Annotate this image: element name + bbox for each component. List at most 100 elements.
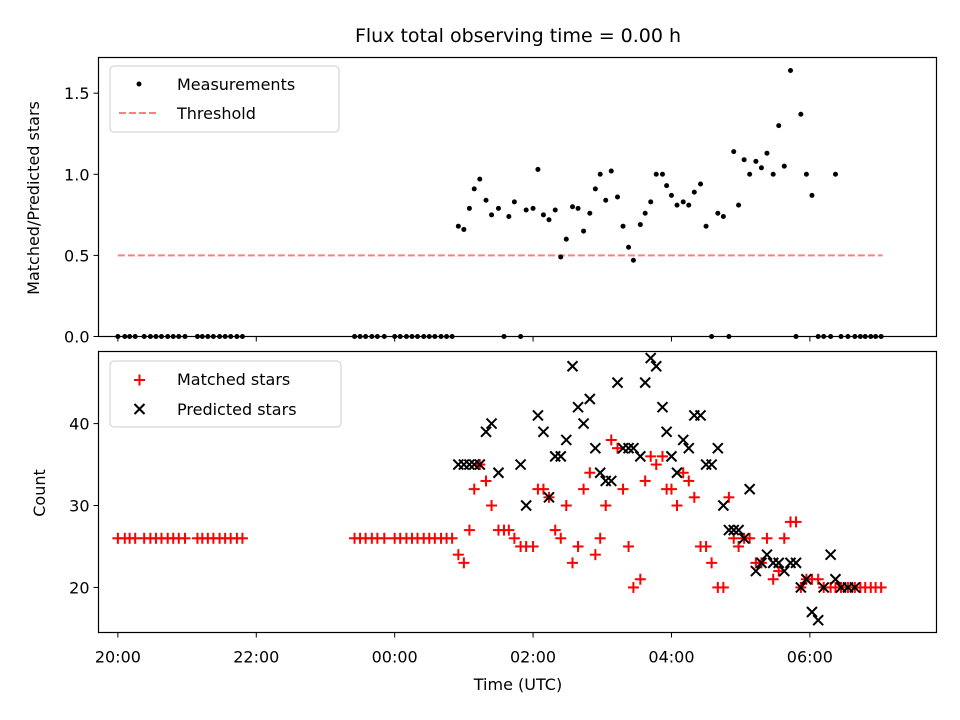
bottom-y-tick-label: 40 bbox=[69, 415, 89, 434]
matched-star-point bbox=[723, 491, 735, 503]
measurement-point bbox=[444, 334, 450, 339]
measurement-point bbox=[668, 192, 674, 198]
predicted-star-point bbox=[806, 606, 818, 618]
measurement-point bbox=[558, 254, 564, 260]
top-y-tick-label: 0.5 bbox=[64, 246, 89, 265]
x-tick-label: 22:00 bbox=[233, 648, 279, 667]
predicted-star-point bbox=[712, 442, 724, 454]
predicted-star-point bbox=[694, 409, 707, 422]
measurement-point bbox=[210, 334, 216, 339]
measurement-point bbox=[637, 222, 643, 228]
measurement-point bbox=[674, 202, 680, 208]
matched-stars-points bbox=[112, 434, 887, 593]
predicted-star-point bbox=[572, 401, 584, 413]
measurement-point bbox=[518, 334, 524, 339]
measurement-point bbox=[489, 212, 495, 218]
measurement-point bbox=[597, 171, 603, 177]
measurement-point bbox=[158, 334, 164, 339]
measurement-point bbox=[691, 189, 697, 195]
measurement-point bbox=[680, 199, 686, 205]
predicted-star-point bbox=[485, 417, 498, 430]
predicted-star-point bbox=[537, 426, 550, 438]
measurement-point bbox=[664, 183, 670, 189]
predicted-star-point bbox=[560, 434, 572, 446]
matched-star-point bbox=[463, 524, 475, 536]
matched-star-point bbox=[508, 532, 520, 544]
matched-star-point bbox=[446, 532, 458, 544]
legend-measurements-marker bbox=[136, 81, 142, 87]
measurement-point bbox=[363, 334, 369, 339]
matched-star-point bbox=[875, 581, 887, 593]
measurement-point bbox=[449, 334, 455, 339]
measurement-point bbox=[575, 205, 581, 211]
measurement-point bbox=[523, 207, 529, 213]
predicted-star-point bbox=[514, 458, 527, 471]
matched-star-point bbox=[611, 442, 623, 454]
predicted-star-point bbox=[634, 450, 647, 463]
matched-star-point bbox=[578, 483, 590, 495]
measurement-point bbox=[461, 226, 467, 232]
measurement-point bbox=[873, 334, 879, 339]
matched-star-point bbox=[468, 483, 480, 495]
measurement-point bbox=[764, 150, 770, 156]
predicted-star-point bbox=[800, 573, 813, 585]
measurement-point bbox=[369, 334, 375, 339]
predicted-star-point bbox=[795, 581, 807, 594]
predicted-star-point bbox=[829, 573, 842, 585]
measurement-point bbox=[357, 334, 363, 339]
matched-star-point bbox=[623, 540, 635, 552]
measurement-point bbox=[642, 210, 648, 216]
measurement-point bbox=[132, 334, 138, 339]
matched-star-point bbox=[600, 500, 612, 512]
matched-star-point bbox=[458, 557, 470, 569]
measurement-point bbox=[530, 205, 536, 211]
bottom-legend-box bbox=[109, 360, 342, 428]
measurement-point bbox=[726, 334, 732, 339]
matched-star-point bbox=[812, 573, 824, 585]
predicted-star-point bbox=[480, 426, 492, 438]
predicted-star-point bbox=[584, 393, 596, 405]
measurement-point bbox=[868, 334, 874, 339]
predicted-star-point bbox=[824, 548, 837, 561]
x-tick-label: 06:00 bbox=[787, 648, 833, 667]
measurement-point bbox=[878, 334, 884, 339]
measurement-point bbox=[182, 334, 188, 339]
bottom-plot-frame bbox=[97, 350, 938, 634]
legend-predicted-marker bbox=[133, 403, 146, 415]
predicted-star-point bbox=[817, 581, 830, 594]
measurement-point bbox=[552, 207, 558, 213]
matched-star-point bbox=[594, 532, 606, 544]
matched-star-point bbox=[639, 475, 651, 487]
measurement-point bbox=[731, 149, 737, 155]
top-legend: Measurements Threshold bbox=[109, 65, 340, 133]
measurement-point bbox=[581, 228, 587, 234]
measurement-point bbox=[205, 334, 211, 339]
top-panel: 0.0 0.5 1.0 1.5 Matched/Predicted stars Mea… bbox=[24, 56, 938, 347]
matched-star-point bbox=[480, 475, 492, 487]
predicted-star-point bbox=[750, 565, 762, 577]
matched-star-point bbox=[605, 434, 617, 446]
predicted-star-point bbox=[452, 458, 465, 471]
measurement-point bbox=[614, 194, 620, 200]
predicted-star-point bbox=[605, 475, 617, 487]
top-y-tick-label: 1.5 bbox=[64, 84, 89, 103]
measurement-point bbox=[747, 171, 753, 177]
measurement-point bbox=[587, 210, 593, 216]
measurement-point bbox=[741, 157, 747, 163]
x-tick-label: 00:00 bbox=[372, 648, 418, 667]
measurement-point bbox=[570, 204, 576, 210]
predicted-star-point bbox=[645, 352, 657, 364]
top-y-axis: 0.0 0.5 1.0 1.5 bbox=[64, 84, 99, 347]
measurement-point bbox=[781, 163, 787, 169]
measurement-point bbox=[455, 223, 461, 229]
predicted-star-point bbox=[622, 442, 635, 454]
matched-star-point bbox=[236, 532, 248, 544]
measurement-point bbox=[234, 334, 240, 339]
x-axis-label: Time (UTC) bbox=[473, 675, 562, 694]
matched-star-point bbox=[584, 467, 596, 479]
measurement-point bbox=[620, 223, 626, 229]
measurement-point bbox=[477, 176, 483, 182]
predicted-star-point bbox=[611, 376, 624, 389]
measurement-point bbox=[698, 181, 704, 187]
measurement-point bbox=[165, 334, 171, 339]
